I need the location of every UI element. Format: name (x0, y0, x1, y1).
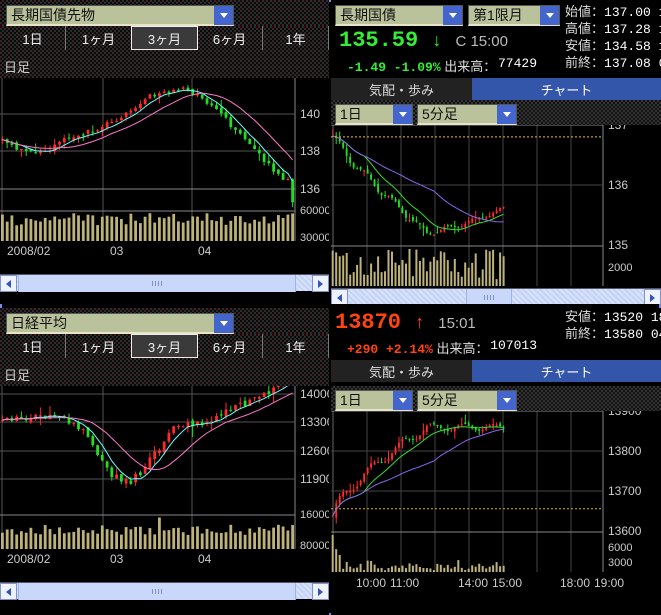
svg-text:30000: 30000 (300, 232, 329, 242)
svg-text:138: 138 (300, 144, 320, 158)
svg-text:60000: 60000 (300, 205, 329, 217)
svg-text:13600: 13600 (608, 524, 642, 538)
svg-text:136: 136 (608, 178, 628, 192)
svg-text:140: 140 (300, 107, 320, 121)
svg-text:13900: 13900 (608, 411, 642, 418)
svg-text:135: 135 (608, 238, 628, 252)
svg-text:160000: 160000 (300, 509, 329, 521)
svg-text:13800: 13800 (608, 444, 642, 458)
svg-text:137: 137 (608, 125, 628, 132)
svg-text:14000: 14000 (300, 387, 329, 401)
svg-text:6000: 6000 (608, 542, 632, 554)
svg-text:13300: 13300 (300, 415, 329, 429)
svg-text:3000: 3000 (608, 557, 632, 569)
svg-text:11900: 11900 (300, 472, 329, 486)
svg-text:2000: 2000 (608, 262, 632, 274)
svg-text:80000: 80000 (300, 540, 329, 550)
svg-text:13700: 13700 (608, 484, 642, 498)
svg-text:136: 136 (300, 182, 320, 196)
svg-text:12600: 12600 (300, 444, 329, 458)
